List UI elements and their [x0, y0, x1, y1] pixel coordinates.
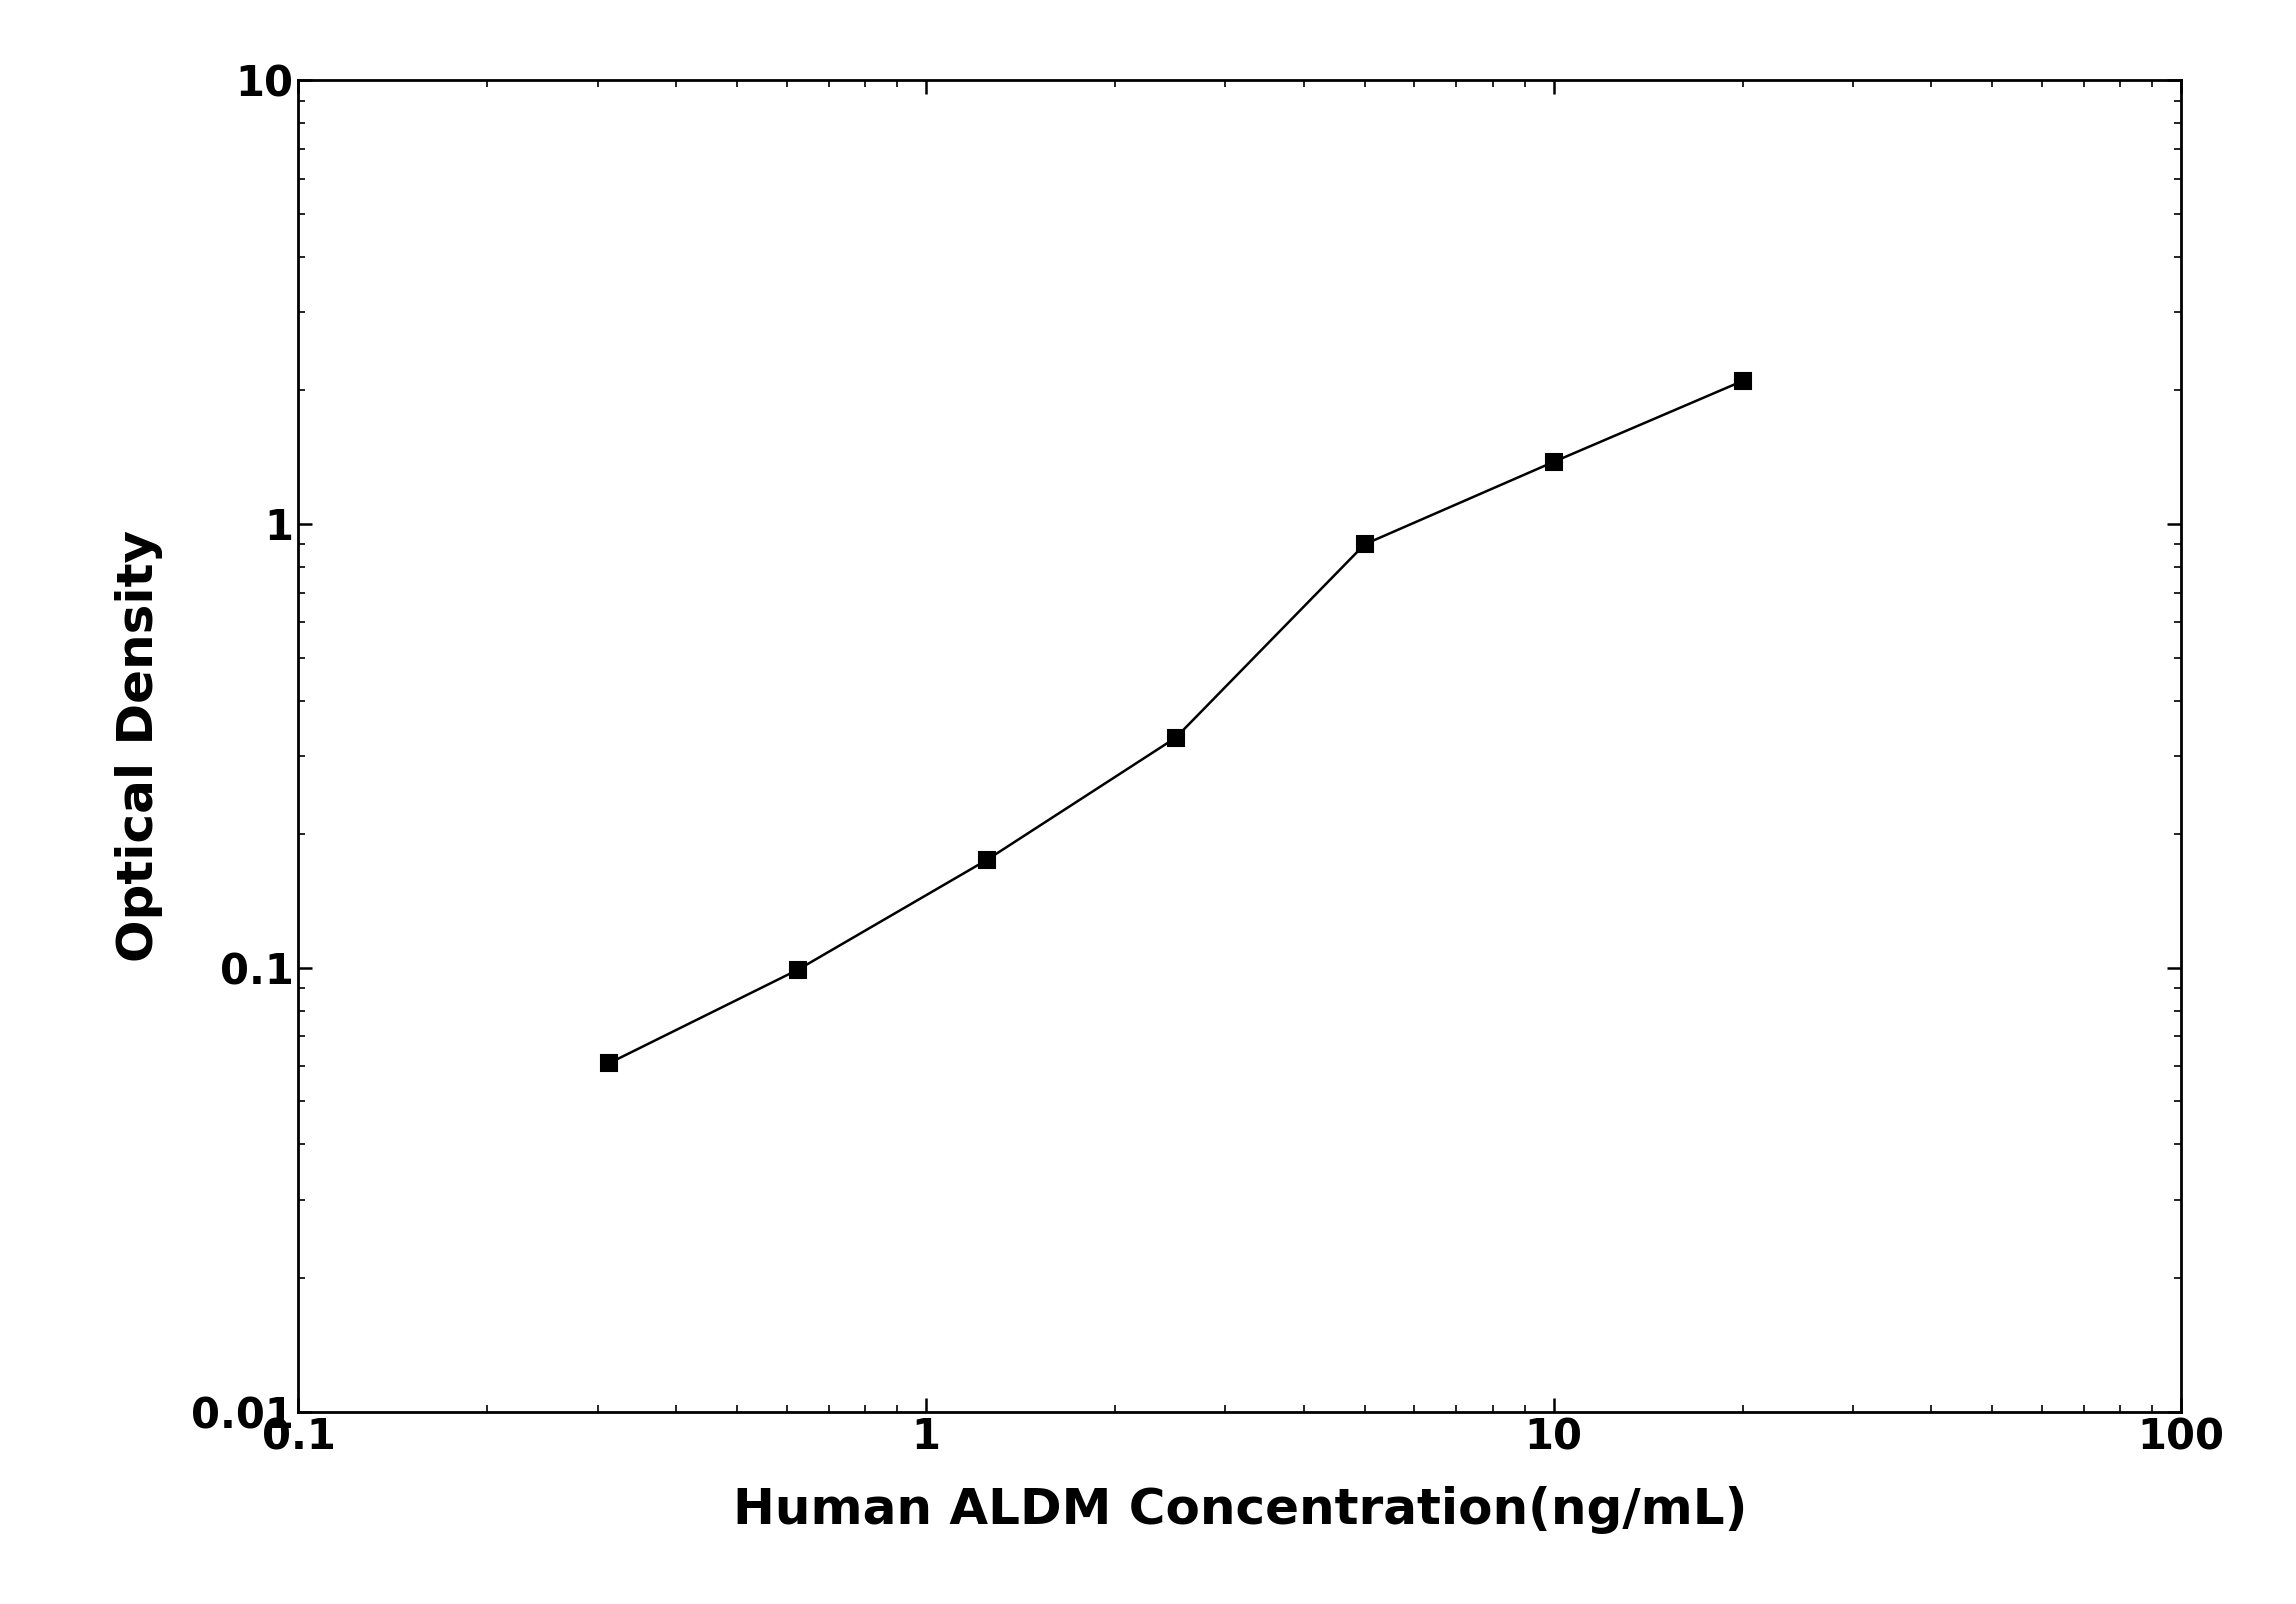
X-axis label: Human ALDM Concentration(ng/mL): Human ALDM Concentration(ng/mL)	[732, 1487, 1747, 1533]
Y-axis label: Optical Density: Optical Density	[115, 529, 163, 962]
